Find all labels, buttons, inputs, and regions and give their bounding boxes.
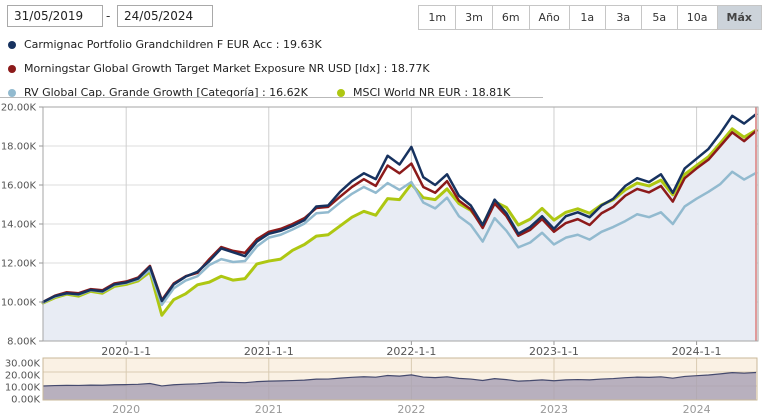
svg-text:14.00K: 14.00K [1, 220, 37, 231]
range-button-ytd[interactable]: Año [528, 5, 570, 30]
svg-text:8.00K: 8.00K [7, 337, 36, 348]
svg-text:2023-1-1: 2023-1-1 [529, 345, 579, 358]
legend-item-categoria[interactable]: RV Global Cap. Grande Growth [Categoría]… [8, 86, 308, 99]
range-button-10y[interactable]: 10a [676, 5, 718, 30]
range-button-5y[interactable]: 5a [640, 5, 678, 30]
legend-item-carmignac[interactable]: Carmignac Portfolio Grandchildren F EUR … [8, 38, 322, 51]
svg-text:16.00K: 16.00K [1, 181, 37, 192]
svg-text:12.00K: 12.00K [1, 259, 37, 270]
date-to-input[interactable] [117, 5, 213, 27]
legend-divider [0, 97, 543, 98]
svg-text:2020-1-1: 2020-1-1 [101, 345, 151, 358]
svg-text:2022-1-1: 2022-1-1 [386, 345, 436, 358]
svg-text:2024-1-1: 2024-1-1 [672, 345, 722, 358]
date-range-separator: - [106, 9, 111, 23]
svg-text:2024: 2024 [683, 403, 711, 416]
legend-dot-categoria [8, 88, 16, 97]
svg-text:2022: 2022 [397, 403, 425, 416]
svg-text:2023: 2023 [540, 403, 568, 416]
svg-text:10.00K: 10.00K [1, 298, 37, 309]
main-plot: 20.00K 18.00K 16.00K 14.00K 12.00K 10.00K 8.00… [1, 103, 759, 358]
svg-text:30.00K: 30.00K [5, 359, 41, 370]
legend-item-morningstar[interactable]: Morningstar Global Growth Target Market … [8, 62, 430, 75]
range-button-max[interactable]: Máx [716, 5, 762, 30]
range-button-3y[interactable]: 3a [604, 5, 642, 30]
legend-dot-msci [337, 88, 345, 97]
legend-item-msci[interactable]: MSCI World NR EUR : 18.81K [337, 86, 510, 99]
legend-dot-carmignac [8, 40, 16, 49]
legend-dot-morningstar [8, 64, 16, 73]
range-button-6m[interactable]: 6m [491, 5, 530, 30]
legend-label-carmignac: Carmignac Portfolio Grandchildren F EUR … [24, 38, 322, 51]
date-from-input[interactable] [7, 5, 103, 27]
range-button-1m[interactable]: 1m [418, 5, 457, 30]
svg-text:18.00K: 18.00K [1, 142, 37, 153]
range-button-3m[interactable]: 3m [455, 5, 493, 30]
legend-label-msci: MSCI World NR EUR : 18.81K [353, 86, 511, 99]
legend-label-morningstar: Morningstar Global Growth Target Market … [24, 62, 430, 75]
svg-text:2021-1-1: 2021-1-1 [244, 345, 294, 358]
svg-text:2020: 2020 [112, 403, 140, 416]
svg-text:10.00K: 10.00K [5, 383, 41, 394]
range-selector: 1m 3m 6m Año 1a 3a 5a 10a Máx [418, 5, 762, 30]
navigator-area[interactable] [43, 372, 756, 400]
legend-label-categoria: RV Global Cap. Grande Growth [Categoría]… [24, 86, 308, 99]
navigator-line [42, 371, 757, 387]
svg-text:20.00K: 20.00K [5, 371, 41, 382]
benchmark-area-fill [43, 128, 756, 341]
series-line-3[interactable] [41, 127, 758, 317]
series-line-0[interactable] [41, 112, 758, 304]
range-button-1y[interactable]: 1a [568, 5, 606, 30]
svg-text:2021: 2021 [255, 403, 283, 416]
series-line-2[interactable] [41, 170, 758, 307]
svg-text:20.00K: 20.00K [1, 103, 37, 114]
svg-text:0.00K: 0.00K [11, 395, 40, 406]
